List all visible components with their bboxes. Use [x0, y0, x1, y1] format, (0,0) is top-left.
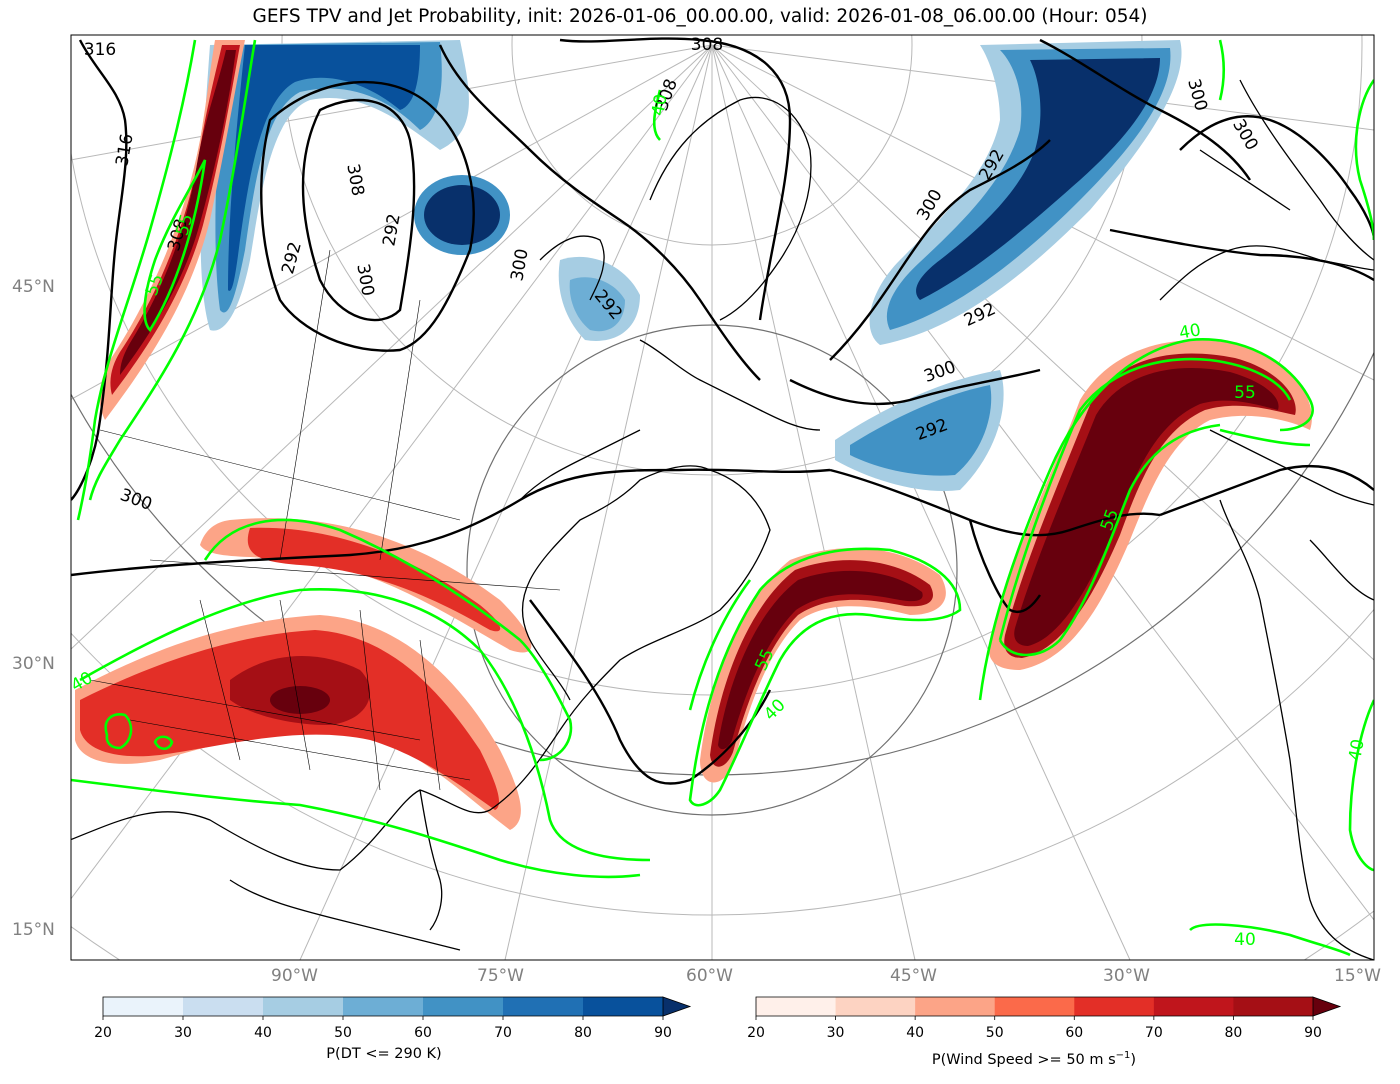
- lon-label-15w: 15°W: [1334, 966, 1381, 986]
- colorbar-segment: [583, 997, 664, 1016]
- colorbar-tick-label: 90: [654, 1025, 672, 1041]
- colorbar-tick-label: 80: [1224, 1025, 1243, 1041]
- colorbar-tick-label: 40: [906, 1025, 925, 1041]
- colorbar-segment: [1153, 997, 1234, 1016]
- lon-label-90w: 90°W: [271, 966, 318, 986]
- lon-label-45w: 45°W: [890, 966, 937, 986]
- theta-contour-label: 308: [691, 35, 723, 55]
- jet-contour-label: 40: [1178, 320, 1203, 343]
- reference-circle: [466, 324, 958, 816]
- colorbar-tick-label: 20: [747, 1025, 765, 1041]
- colorbar-tick-label: 50: [334, 1025, 352, 1041]
- colorbar-segment: [343, 997, 424, 1016]
- coastlines: [71, 79, 1374, 960]
- colorbar-segment: [994, 997, 1075, 1016]
- lon-label-30w: 30°W: [1103, 966, 1150, 986]
- colorbar-segment: [263, 997, 344, 1016]
- colorbar-tick-label: 60: [414, 1025, 432, 1041]
- colorbar-tick-label: 30: [174, 1025, 192, 1041]
- colorbar-tick-label: 50: [985, 1025, 1004, 1041]
- colorbar-tick-label: 70: [494, 1025, 512, 1041]
- colorbar-extend-arrow: [662, 996, 692, 1017]
- colorbar-tpv: [102, 996, 692, 1020]
- colorbar-segment: [835, 997, 916, 1016]
- colorbar-segment: [423, 997, 504, 1016]
- colorbar-segment: [756, 997, 837, 1016]
- map-frame: [70, 34, 1375, 961]
- jet-probability-fill: [75, 40, 1312, 830]
- colorbar-jet-label: P(Wind Speed >= 50 m s−1): [931, 1050, 1137, 1068]
- colorbar-tick-label: 90: [1304, 1025, 1322, 1041]
- colorbar-segment: [503, 997, 584, 1016]
- theta-contour-label: 316: [84, 40, 116, 60]
- lon-label-75w: 75°W: [477, 966, 524, 986]
- colorbar-extend-arrow: [1312, 996, 1342, 1017]
- jet-contour-label: 40: [1345, 738, 1368, 763]
- colorbar-tick-label: 40: [254, 1025, 272, 1041]
- plot-title: GEFS TPV and Jet Probability, init: 2026…: [252, 6, 1148, 27]
- colorbar-tick-label: 60: [1065, 1025, 1084, 1041]
- jet-contour-label: 40: [1234, 930, 1256, 950]
- colorbar-segment: [1233, 997, 1314, 1016]
- lon-label-60w: 60°W: [686, 966, 733, 986]
- colorbar-segment: [103, 997, 184, 1016]
- colorbar-tick-label: 80: [574, 1025, 592, 1041]
- jet-contour-label: 40: [648, 93, 671, 118]
- colorbar-segment: [1074, 997, 1155, 1016]
- tpv-probability-fill: [200, 40, 1182, 491]
- jet-contour-label: 55: [1234, 383, 1256, 403]
- lat-label-15n: 15°N: [12, 920, 55, 940]
- lat-label-45n: 45°N: [12, 277, 55, 297]
- colorbar-tick-label: 20: [94, 1025, 112, 1041]
- colorbar-tick-label: 30: [826, 1025, 845, 1041]
- colorbar-jet: [755, 996, 1342, 1020]
- colorbar-segment: [915, 997, 996, 1016]
- lat-label-30n: 30°N: [12, 654, 55, 674]
- colorbar-segment: [183, 997, 264, 1016]
- colorbar-tick-label: 70: [1144, 1025, 1163, 1041]
- jet-contours: [71, 39, 1374, 957]
- colorbar-tpv-label: P(DT <= 290 K): [326, 1046, 442, 1062]
